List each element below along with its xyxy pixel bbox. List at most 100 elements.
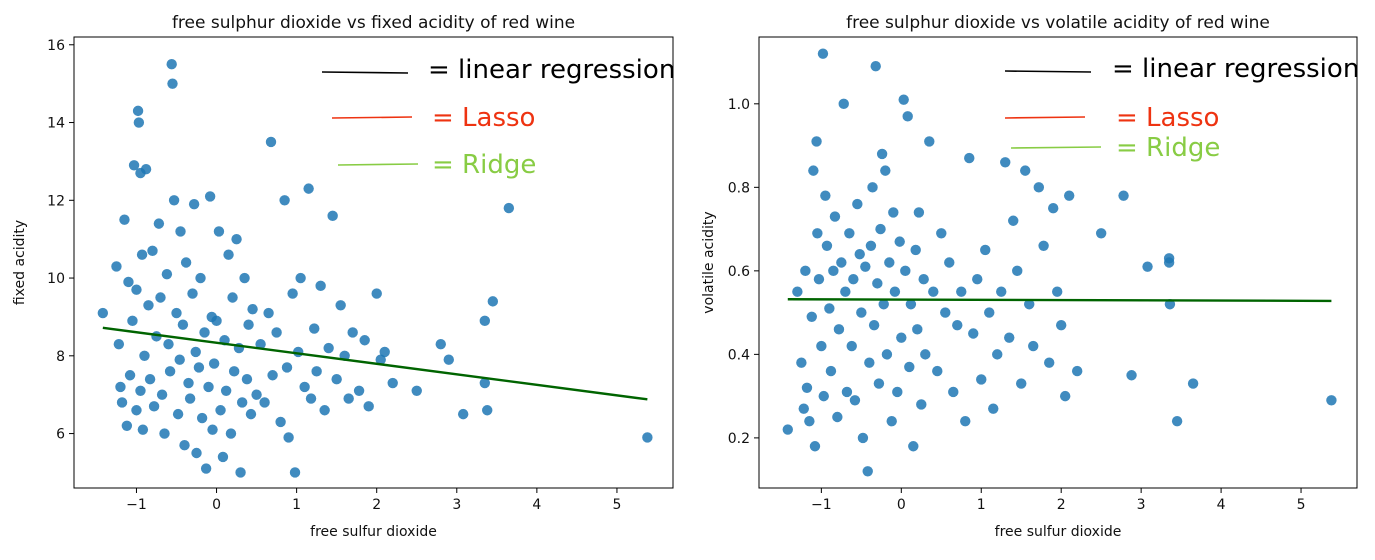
data-point xyxy=(457,408,469,420)
legend-label: = linear regression xyxy=(428,55,675,85)
data-point xyxy=(311,366,322,377)
chart-title: free sulphur dioxide vs fixed acidity of… xyxy=(172,13,575,33)
data-point xyxy=(896,332,907,343)
data-point xyxy=(1044,357,1055,368)
x-tick-label: −1 xyxy=(811,497,832,513)
data-point xyxy=(1004,332,1015,343)
data-point xyxy=(363,401,374,412)
data-point xyxy=(948,386,959,398)
data-point xyxy=(331,373,342,385)
data-point xyxy=(180,257,192,268)
data-point xyxy=(371,288,382,299)
data-point xyxy=(287,288,298,299)
data-point xyxy=(411,385,422,397)
data-point xyxy=(812,228,823,239)
data-point xyxy=(865,240,877,251)
y-tick-label: 0.6 xyxy=(728,264,750,280)
x-tick-label: 0 xyxy=(897,497,906,513)
data-point xyxy=(968,328,979,339)
data-point xyxy=(801,382,813,393)
data-point xyxy=(872,278,883,289)
data-point xyxy=(123,276,134,288)
chart-volatile-acidity: free sulphur dioxide vs volatile acidity… xyxy=(701,13,1359,540)
data-point xyxy=(894,236,905,247)
y-tick-label: 1.0 xyxy=(728,97,750,113)
data-point xyxy=(841,386,853,398)
data-point xyxy=(135,385,146,397)
x-tick-label: −1 xyxy=(126,497,147,513)
data-point xyxy=(279,195,290,206)
x-tick-label: 1 xyxy=(977,497,986,513)
data-point xyxy=(996,286,1007,297)
data-point xyxy=(881,349,893,360)
y-tick-label: 12 xyxy=(47,193,65,209)
data-point xyxy=(155,292,166,303)
data-point xyxy=(188,198,200,210)
data-point xyxy=(964,152,975,164)
data-point xyxy=(309,323,320,334)
data-point xyxy=(359,335,370,346)
data-point xyxy=(207,424,218,435)
data-point xyxy=(190,346,201,358)
data-point xyxy=(1012,265,1023,277)
data-point xyxy=(960,415,971,427)
data-point xyxy=(944,257,955,268)
data-point xyxy=(241,373,253,385)
data-point xyxy=(1000,157,1011,168)
x-tick-label: 5 xyxy=(1297,497,1306,513)
data-point xyxy=(116,397,128,408)
data-point xyxy=(263,307,274,319)
data-point xyxy=(1059,390,1071,402)
y-tick-label: 6 xyxy=(56,427,65,443)
data-point xyxy=(213,226,225,237)
legend-swatch xyxy=(337,163,419,166)
data-point xyxy=(327,210,338,222)
data-point xyxy=(217,451,229,463)
data-point xyxy=(184,393,196,404)
data-point xyxy=(800,265,811,277)
data-point xyxy=(875,223,886,235)
data-point xyxy=(128,160,140,171)
data-point xyxy=(992,349,1003,360)
data-point xyxy=(838,98,849,110)
data-point xyxy=(243,319,254,330)
data-point xyxy=(980,244,991,256)
data-point xyxy=(809,441,821,452)
data-point xyxy=(131,284,142,295)
x-tick-label: 2 xyxy=(372,497,381,513)
data-point xyxy=(159,428,170,439)
data-point xyxy=(119,214,130,225)
y-tick-label: 0.4 xyxy=(728,347,750,363)
data-point xyxy=(132,105,144,117)
data-point xyxy=(267,370,278,381)
data-point xyxy=(1071,365,1083,377)
data-point xyxy=(829,211,841,222)
data-point xyxy=(1095,228,1107,239)
x-tick-label: 0 xyxy=(212,497,221,513)
data-point xyxy=(873,378,885,389)
data-point xyxy=(289,467,301,478)
data-point xyxy=(1063,190,1075,201)
data-point xyxy=(239,272,250,284)
scatter-points xyxy=(782,48,1337,477)
data-point xyxy=(836,257,847,268)
x-tick-label: 3 xyxy=(452,497,461,513)
data-point xyxy=(1187,378,1199,389)
data-point xyxy=(97,307,109,319)
data-point xyxy=(124,370,136,381)
data-point xyxy=(1038,240,1049,251)
data-point xyxy=(251,389,262,400)
data-point xyxy=(115,381,126,393)
data-point xyxy=(227,292,238,303)
data-point xyxy=(487,296,499,307)
data-point xyxy=(821,240,833,251)
data-point xyxy=(479,315,491,327)
x-tick-label: 2 xyxy=(1057,497,1066,513)
data-point xyxy=(932,365,943,377)
data-point xyxy=(133,117,145,128)
data-point xyxy=(353,385,365,397)
data-point xyxy=(816,340,827,352)
data-point xyxy=(295,272,306,284)
data-point xyxy=(852,198,863,210)
data-point xyxy=(867,182,878,193)
